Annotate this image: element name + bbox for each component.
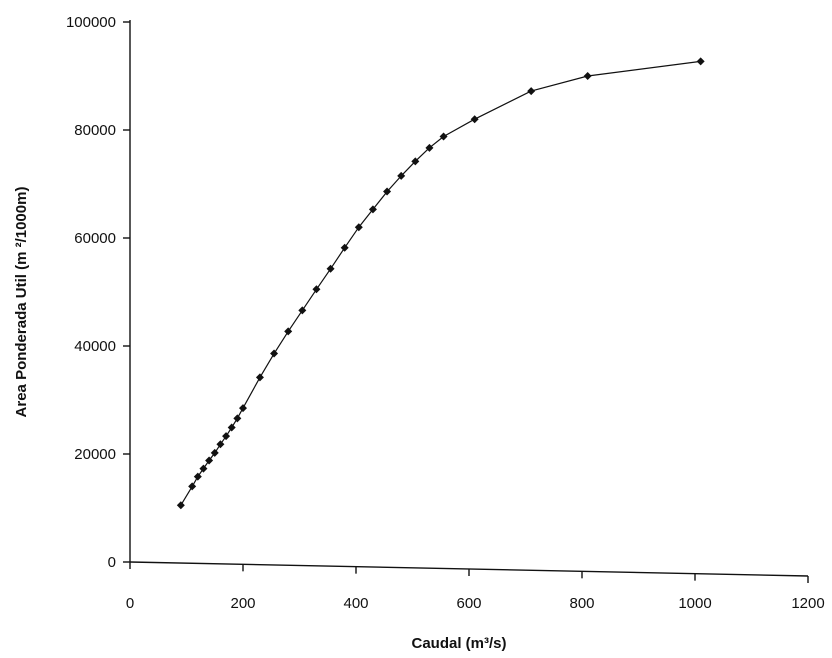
y-tick-label: 100000 [66, 14, 116, 31]
y-axis-ticks: 0 20000 40000 60000 80000 100000 [66, 14, 130, 571]
data-point [227, 423, 236, 432]
data-point [411, 157, 420, 166]
series-line [180, 60, 701, 506]
data-point [216, 440, 225, 449]
data-point [470, 115, 479, 124]
y-axis-title: Area Ponderada Util (m ²/1000m) [13, 187, 30, 418]
x-tick-label: 600 [456, 595, 481, 612]
data-point [397, 171, 406, 180]
y-tick-label: 80000 [74, 122, 116, 139]
data-point [326, 264, 335, 273]
y-tick-label: 0 [108, 554, 116, 571]
data-point [188, 482, 197, 491]
y-tick-label: 40000 [74, 338, 116, 355]
data-point [298, 306, 307, 315]
x-tick-label: 800 [569, 595, 594, 612]
data-point [210, 448, 219, 457]
x-tick-label: 200 [230, 595, 255, 612]
y-tick-label: 60000 [74, 230, 116, 247]
data-point [312, 285, 321, 294]
data-point [176, 501, 185, 510]
data-point [340, 243, 349, 252]
x-tick-label: 0 [126, 595, 134, 612]
data-point [383, 187, 392, 196]
data-point [354, 223, 363, 232]
data-markers [176, 57, 705, 510]
x-axis-title: Caudal (m³/s) [411, 635, 506, 652]
data-point [199, 464, 208, 473]
data-point [222, 432, 231, 441]
data-point [270, 349, 279, 358]
x-tick-label: 1000 [678, 595, 711, 612]
data-point [696, 57, 705, 66]
x-tick-label: 1200 [791, 595, 824, 612]
data-point [284, 327, 293, 336]
data-point [583, 72, 592, 80]
y-tick-label: 20000 [74, 446, 116, 463]
data-point [255, 373, 264, 382]
data-point [439, 132, 448, 141]
data-point [193, 472, 202, 481]
data-point [425, 143, 434, 152]
data-point [239, 404, 247, 413]
x-axis-ticks: 0 200 400 600 800 1000 1200 [126, 562, 825, 612]
data-point [527, 87, 536, 96]
x-tick-label: 400 [343, 595, 368, 612]
data-point [205, 456, 214, 465]
data-point [233, 414, 242, 423]
data-point [368, 205, 377, 214]
